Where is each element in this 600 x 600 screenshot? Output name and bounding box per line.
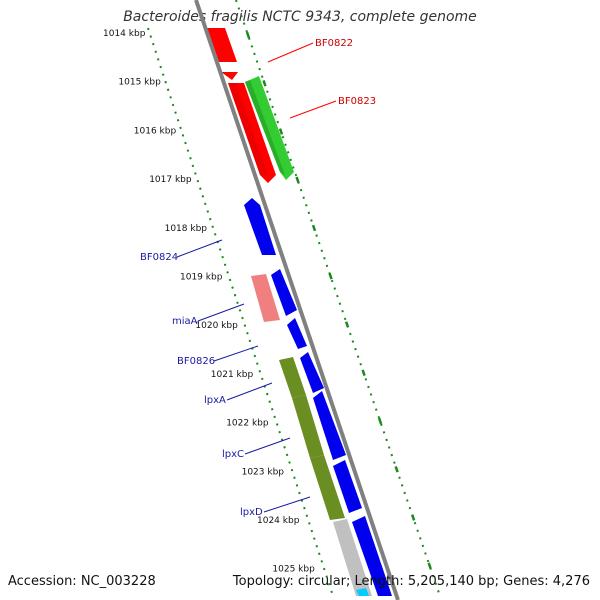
outer-tick-track [235,0,441,597]
inner-tick-track [147,27,334,597]
label-bf0822: BF0822 [315,38,353,49]
gene-bf0823-red[interactable] [228,83,276,183]
gene-miaA[interactable] [251,274,280,322]
tick-label: 1014 kbp [103,29,146,39]
gene-lpxD[interactable] [310,455,345,520]
major-tick [278,128,284,135]
label-miaA: miaA [172,316,198,327]
callout-lpxD [263,496,311,513]
accession-text: Accession: NC_003228 [8,574,156,589]
major-tick [377,417,383,425]
major-tick [394,466,399,473]
tick-label: 1016 kbp [134,126,177,136]
outer-major-ticks [245,31,432,570]
tick-labels: 1014 kbp 1015 kbp 1016 kbp 1017 kbp 1018 kbp… [103,29,315,575]
gene-blue-1[interactable] [271,269,297,316]
gene-olive-1[interactable] [279,357,306,398]
major-tick [311,224,317,232]
label-bf0823: BF0823 [338,96,376,107]
major-tick [344,321,350,328]
major-tick [328,273,333,280]
gene-bf0824[interactable] [244,198,276,255]
major-tick [295,176,300,184]
genome-summary-text: Topology: circular; Length: 5,205,140 bp… [232,574,590,589]
callout-miaA [197,303,245,322]
gene-cyan[interactable] [356,588,369,596]
tick-label: 1020 kbp [195,321,238,331]
gene-bf0823[interactable] [245,76,294,180]
tick-label: 1019 kbp [180,273,223,283]
major-tick [410,514,416,521]
gene-lpxC[interactable] [313,391,346,460]
gene-gray[interactable] [333,519,372,596]
tick-label: 1018 kbp [165,224,208,234]
tick-label: 1024 kbp [257,516,300,526]
callout-bf0823 [289,100,337,119]
major-tick [427,562,432,570]
label-lpxA: lpxA [204,395,226,406]
callout-bf0822 [267,42,314,63]
callout-lpxA [226,382,273,401]
gene-blue-3[interactable] [333,460,362,513]
label-lpxC: lpxC [222,449,244,460]
gene-bf0822[interactable] [207,28,238,80]
major-tick [245,31,251,39]
tick-label: 1022 kbp [226,419,269,429]
callout-bf0824 [176,239,223,258]
label-lpxD: lpxD [240,507,263,518]
label-bf0824: BF0824 [140,252,178,263]
callout-bf0826 [213,345,259,362]
gene-lpxA[interactable] [292,395,324,458]
tick-label: 1025 kbp [272,565,315,575]
gene-blue-2[interactable] [300,352,324,393]
genome-backbone [194,0,400,600]
major-tick [361,369,366,377]
tick-label: 1021 kbp [211,370,254,380]
tick-label: 1023 kbp [242,467,285,477]
tick-label: 1015 kbp [118,78,161,88]
major-tick [262,80,267,87]
map-title: Bacteroides fragilis NCTC 9343, complete… [123,9,477,25]
gene-blue-4[interactable] [352,516,392,596]
label-bf0826: BF0826 [177,356,215,367]
tick-label: 1017 kbp [149,175,192,185]
callout-lpxC [244,437,291,455]
gene-bf0826[interactable] [287,318,307,349]
